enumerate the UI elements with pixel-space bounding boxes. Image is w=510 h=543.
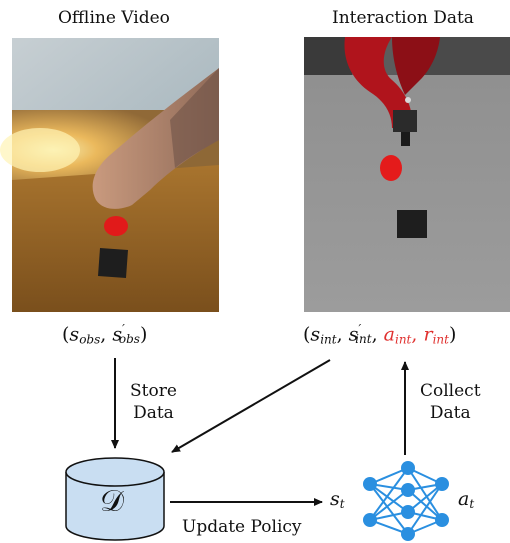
offline-video-title: Offline Video — [58, 8, 170, 28]
update-policy-label: Update Policy — [182, 517, 302, 537]
policy-input-state: st — [330, 488, 345, 511]
obs-tuple: (sobs, s′obs) — [62, 322, 148, 347]
int-to-database-arrow — [171, 359, 331, 453]
int-tuple: (sint, s′int, aint, rint) — [303, 322, 457, 347]
interaction-data-title: Interaction Data — [332, 8, 474, 28]
database-cylinder-icon — [65, 457, 165, 541]
collect-data-label: Collect Data — [420, 381, 481, 423]
store-data-label: Store Data — [130, 381, 177, 423]
policy-output-action: at — [458, 488, 475, 511]
neural-network-icon — [369, 467, 443, 535]
database-symbol: 𝒟 — [100, 484, 124, 519]
